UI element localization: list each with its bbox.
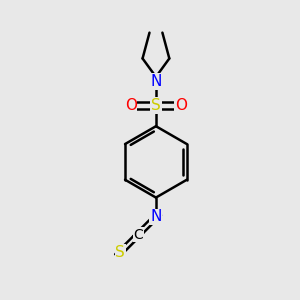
Text: O: O: [175, 98, 187, 113]
Text: O: O: [125, 98, 137, 113]
Text: N: N: [150, 74, 162, 89]
Text: S: S: [151, 98, 161, 113]
Text: N: N: [150, 209, 162, 224]
Text: S: S: [115, 245, 125, 260]
Text: C: C: [133, 228, 143, 242]
